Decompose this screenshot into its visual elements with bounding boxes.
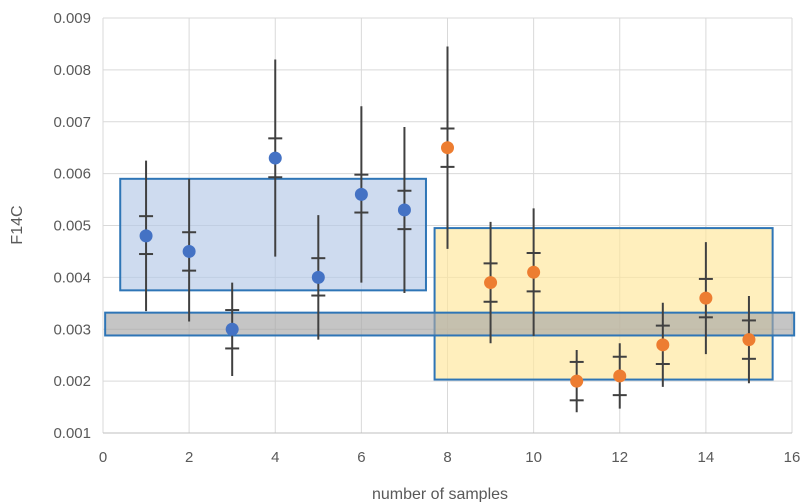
x-tick-label: 0 [99,449,107,466]
data-point-blue [354,187,368,201]
data-point-blue [182,244,196,258]
error-bars [139,46,756,413]
y-tick-label: 0.005 [53,218,91,235]
y-tick-label: 0.007 [53,114,91,131]
y-tick-label: 0.009 [53,10,91,27]
data-point-orange [656,338,670,352]
region-box-blue [119,177,427,292]
data-point-blue [397,203,411,217]
x-tick-label: 8 [443,449,451,466]
y-tick-label: 0.003 [53,321,91,338]
x-tick-label: 6 [357,449,365,466]
data-point-orange [613,369,627,383]
data-point-orange [527,265,541,279]
x-tick-label: 2 [185,449,193,466]
data-point-orange [742,333,756,347]
y-axis-title: F14C [9,205,26,244]
x-tick-label: 16 [784,449,801,466]
x-axis-title: number of samples [372,486,508,502]
data-points [139,141,756,388]
data-point-orange [484,276,498,290]
data-point-blue [268,151,282,165]
highlight-regions [104,177,796,381]
data-point-orange [570,374,584,388]
data-point-blue [225,322,239,336]
y-tick-label: 0.001 [53,425,91,442]
y-tick-label: 0.004 [53,269,91,286]
region-box-gray [104,311,796,337]
x-tick-label: 10 [525,449,542,466]
data-point-blue [139,229,153,243]
x-tick-label: 12 [611,449,628,466]
region-box-yellow [433,227,774,381]
data-point-orange [441,141,454,155]
data-point-orange [699,291,713,305]
data-point-blue [311,270,325,284]
y-tick-label: 0.008 [53,62,91,79]
y-tick-labels: 0.001 0.002 0.003 0.004 0.005 0.006 0.007 0.008… [53,10,91,442]
x-tick-labels: 0 2 4 6 8 10 12 14 16 [99,449,801,466]
y-tick-label: 0.006 [53,166,91,183]
x-tick-label: 14 [698,449,715,466]
y-tick-label: 0.002 [53,373,91,390]
x-tick-label: 4 [271,449,279,466]
